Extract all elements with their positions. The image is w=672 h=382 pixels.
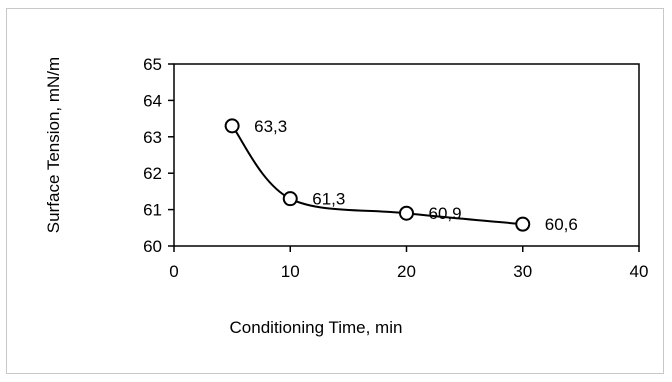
series-line bbox=[231, 125, 523, 226]
data-label: 60,6 bbox=[545, 215, 578, 234]
x-tick-label: 30 bbox=[513, 262, 532, 281]
x-axis-title: Conditioning Time, min bbox=[230, 318, 403, 337]
x-tick-label: 20 bbox=[397, 262, 416, 281]
y-tick-label: 64 bbox=[143, 91, 162, 110]
data-point-marker bbox=[399, 205, 414, 221]
y-tick-label: 63 bbox=[143, 128, 162, 147]
y-axis-ticks: 60 61 62 63 64 65 bbox=[143, 55, 174, 256]
data-labels: 63,3 61,3 60,9 60,6 bbox=[254, 117, 578, 234]
y-tick-label: 60 bbox=[143, 237, 162, 256]
data-point-marker bbox=[282, 191, 298, 207]
x-tick-label: 40 bbox=[630, 262, 649, 281]
y-tick-label: 62 bbox=[143, 164, 162, 183]
data-label: 60,9 bbox=[429, 204, 462, 223]
data-point-marker bbox=[515, 216, 531, 232]
data-label: 63,3 bbox=[254, 117, 287, 136]
y-axis-title: Surface Tension, mN/m bbox=[44, 57, 63, 233]
y-tick-label: 65 bbox=[143, 55, 162, 74]
x-tick-label: 10 bbox=[281, 262, 300, 281]
data-points bbox=[224, 118, 531, 232]
x-tick-label: 0 bbox=[169, 262, 178, 281]
x-axis-ticks: 0 10 20 30 40 bbox=[169, 246, 648, 281]
chart-frame bbox=[6, 8, 664, 374]
data-point-marker bbox=[224, 118, 240, 134]
y-tick-label: 61 bbox=[143, 201, 162, 220]
data-label: 61,3 bbox=[312, 190, 345, 209]
